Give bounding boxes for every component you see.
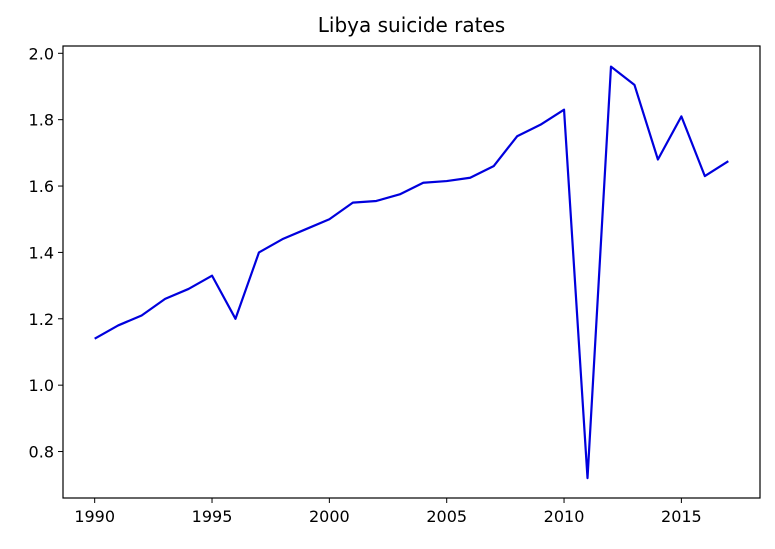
x-tick-label: 2010 <box>544 507 585 526</box>
x-tick-label: 2005 <box>426 507 467 526</box>
x-tick-label: 2015 <box>661 507 702 526</box>
y-tick-label: 1.0 <box>29 376 54 395</box>
y-tick-label: 1.2 <box>29 310 54 329</box>
y-tick-label: 1.8 <box>29 111 54 130</box>
y-tick-label: 0.8 <box>29 443 54 462</box>
y-tick-label: 1.6 <box>29 177 54 196</box>
y-axis: 0.8 1.0 1.2 1.4 1.6 1.8 2.0 <box>29 44 63 462</box>
x-tick-label: 2000 <box>309 507 350 526</box>
series-line <box>94 65 729 480</box>
x-axis: 1990 1995 2000 2005 2010 2015 <box>74 498 702 526</box>
chart-title: Libya suicide rates <box>318 13 505 37</box>
x-tick-label: 1995 <box>192 507 233 526</box>
y-tick-label: 1.4 <box>29 243 54 262</box>
x-tick-label: 1990 <box>74 507 115 526</box>
plot-area <box>94 65 729 480</box>
axes-frame <box>62 45 761 499</box>
y-tick-label: 2.0 <box>29 44 54 63</box>
